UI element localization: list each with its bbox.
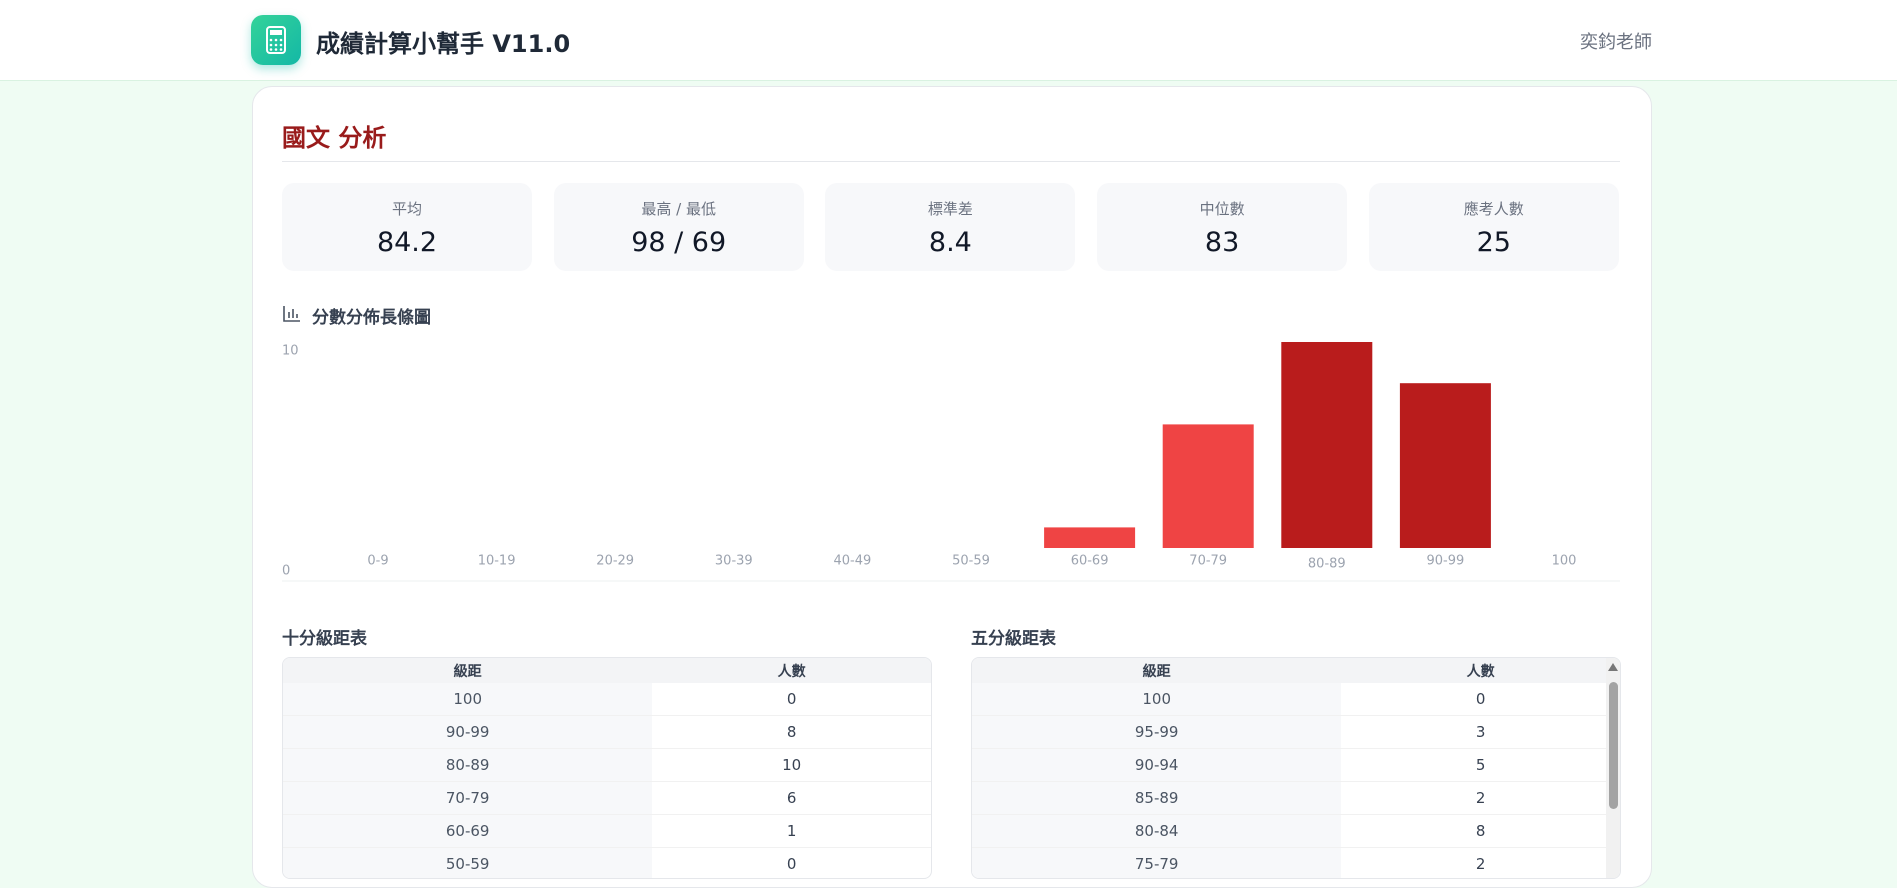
cell: 80-84 (972, 814, 1342, 848)
table-title: 五分級距表 (971, 629, 1056, 649)
stat-card: 最高 / 最低 98 / 69 (553, 183, 804, 271)
cell: 70-79 (283, 781, 653, 815)
cell: 95-99 (972, 715, 1342, 749)
stat-value: 84.2 (376, 227, 438, 258)
bar (1044, 527, 1136, 548)
user-name[interactable]: 奕鈞老師 (1580, 32, 1652, 53)
table-title: 十分級距表 (282, 629, 367, 649)
app-title: 成績計算小幫手 V11.0 (316, 30, 571, 58)
x-tick-label: 10-19 (478, 554, 516, 569)
scroll-arrow (1608, 663, 1618, 671)
row: 95-99 3 (972, 715, 1620, 749)
y-tick-label: 10 (282, 344, 299, 359)
stat-card: 平均 84.2 (282, 183, 532, 271)
cell: 2 (1341, 847, 1620, 878)
column-header: 人數 (652, 658, 931, 683)
x-tick-label: 80-89 (1308, 557, 1346, 572)
scroll-thumb (1609, 682, 1618, 809)
column-header: 級距 (972, 658, 1342, 683)
table-box: 級距 人數 100 0 90-99 8 80-89 10 70-79 6 60-69 1 50-59 0 (282, 657, 932, 879)
row: 80-84 8 (972, 814, 1620, 848)
section-title: 國文 分析 (282, 124, 387, 152)
row: 75-79 2 (972, 847, 1620, 878)
cell: 0 (652, 683, 931, 716)
chart-icon (283, 306, 300, 322)
stat-value: 98 / 69 (631, 227, 727, 258)
row: 100 0 (283, 683, 931, 716)
stat-card: 應考人數 25 (1368, 183, 1619, 271)
row: 70-79 6 (283, 781, 931, 815)
header-row: 級距 人數 (283, 658, 931, 683)
x-tick-label: 40-49 (834, 554, 872, 569)
header-row: 級距 人數 (972, 658, 1620, 683)
row: 85-89 2 (972, 781, 1620, 815)
stat-label: 標準差 (927, 200, 973, 218)
calculator-icon (266, 26, 286, 54)
row: 90-99 8 (283, 715, 931, 749)
x-tick-label: 30-39 (715, 554, 753, 569)
cell: 0 (652, 847, 931, 878)
cell: 3 (1341, 715, 1620, 749)
chart: 0 10 0-9 10-19 20-29 30-39 40-49 50-59 60-69 70-7… (282, 342, 1620, 582)
stat-value: 8.4 (928, 227, 972, 258)
stat-card: 標準差 8.4 (825, 183, 1076, 271)
cell: 8 (1341, 814, 1620, 848)
x-tick-label: 60-69 (1071, 554, 1109, 569)
x-tick-label: 100 (1552, 554, 1577, 569)
bar (1162, 424, 1254, 548)
row: 80-89 10 (283, 748, 931, 782)
row: 60-69 1 (283, 814, 931, 848)
cell: 75-79 (972, 847, 1342, 878)
column-header: 人數 (1341, 658, 1620, 683)
x-tick-label: 20-29 (596, 554, 634, 569)
row: 50-59 0 (283, 847, 931, 878)
stat-label: 平均 (391, 200, 422, 218)
stat-label: 最高 / 最低 (641, 200, 716, 218)
table-box: 級距 人數 100 0 95-99 3 90-94 5 85-89 2 80-84 8 75-79 2 (971, 657, 1621, 879)
x-tick-label: 90-99 (1427, 554, 1465, 569)
cell: 2 (1341, 781, 1620, 815)
stat-value: 25 (1476, 227, 1511, 258)
stat-value: 83 (1204, 227, 1240, 258)
cell: 100 (972, 683, 1342, 716)
cell: 6 (652, 781, 931, 815)
logo[interactable] (251, 15, 301, 65)
cell: 90-99 (283, 715, 653, 749)
table: 級距 人數 100 0 95-99 3 90-94 5 85-89 2 80-84 8 75-79 2 (972, 658, 1620, 878)
cell: 1 (652, 814, 931, 848)
cell: 100 (283, 683, 653, 716)
table: 級距 人數 100 0 90-99 8 80-89 10 70-79 6 60-69 1 50-59 0 (283, 658, 931, 878)
divider (282, 161, 1620, 162)
stat-card: 中位數 83 (1097, 183, 1348, 271)
row: 100 0 (972, 683, 1620, 716)
cell: 0 (1341, 683, 1620, 716)
x-tick-label: 0-9 (367, 554, 388, 569)
cell: 50-59 (283, 847, 653, 878)
cell: 5 (1341, 748, 1620, 782)
x-tick-label: 70-79 (1189, 554, 1227, 569)
bar (1281, 342, 1373, 548)
x-tick-label: 50-59 (952, 554, 990, 569)
column-header: 級距 (283, 658, 653, 683)
stat-label: 應考人數 (1463, 200, 1524, 218)
scrollbar[interactable] (1606, 658, 1620, 878)
stat-label: 中位數 (1199, 200, 1245, 218)
row: 90-94 5 (972, 748, 1620, 782)
cell: 8 (652, 715, 931, 749)
bar (1399, 383, 1491, 548)
chart-title: 分數分佈長條圖 (312, 308, 431, 328)
y-tick-label: 0 (282, 564, 290, 579)
header (0, 0, 1897, 81)
cell: 10 (652, 748, 931, 782)
cell: 80-89 (283, 748, 653, 782)
cell: 85-89 (972, 781, 1342, 815)
cell: 90-94 (972, 748, 1342, 782)
cell: 60-69 (283, 814, 653, 848)
